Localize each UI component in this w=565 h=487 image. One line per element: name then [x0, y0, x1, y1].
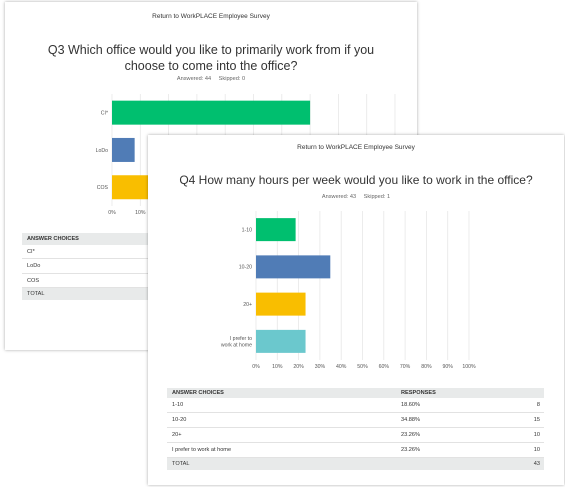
q3-answer-choices-header: ANSWER CHOICES — [27, 236, 79, 242]
q3-category-label: LoDo — [96, 148, 109, 154]
q4-answer-choices-header: ANSWER CHOICES — [172, 390, 224, 396]
q4-tick-label: 100% — [462, 364, 476, 370]
q4-response-count: 10 — [533, 432, 540, 438]
q4-choice-label: 10-20 — [172, 417, 187, 423]
q3-table-total-row: TOTAL — [22, 288, 162, 300]
table-row: COS — [22, 274, 162, 288]
q4-tick-label: 50% — [357, 364, 368, 370]
table-row: 1-10 18.60% 8 — [167, 398, 544, 413]
q4-tick-label: 0% — [252, 364, 260, 370]
table-row: 10-20 34.88% 15 — [167, 413, 544, 428]
q4-response-percent: 18.60% — [401, 402, 420, 408]
q3-tick-label: 0% — [108, 210, 116, 216]
q3-bar — [112, 175, 152, 200]
table-row: 20+ 23.26% 10 — [167, 428, 544, 443]
q4-tick-label: 20% — [293, 364, 304, 370]
q4-category-label: 10-20 — [239, 265, 252, 271]
table-row: CI* — [22, 245, 162, 259]
q4-tick-label: 30% — [315, 364, 326, 370]
q4-category-label: 20+ — [243, 302, 252, 308]
q4-bar-chart: 1-10 10-20 20+ I prefer to work at home 0% 10%… — [221, 211, 476, 370]
q3-choice-label: LoDo — [27, 263, 41, 269]
q3-bar — [112, 100, 311, 125]
q4-tick-label: 60% — [379, 364, 390, 370]
q3-question-title: Q3 Which office would you like to primar… — [47, 43, 375, 73]
q4-choice-label: 1-10 — [172, 402, 184, 408]
q4-response-meta: Answered: 43 Skipped: 1 — [148, 194, 564, 200]
q3-bar — [112, 137, 135, 162]
q4-response-percent: 23.26% — [401, 447, 420, 453]
q4-category-label: 1-10 — [242, 227, 252, 233]
q4-tick-label: 80% — [421, 364, 432, 370]
q4-answer-table: ANSWER CHOICES RESPONSES 1-10 18.60% 8 1… — [167, 388, 544, 470]
q4-response-count: 8 — [536, 402, 540, 408]
q3-table-header-row: ANSWER CHOICES — [22, 233, 162, 245]
q4-bar — [256, 329, 306, 353]
q4-tick-label: 40% — [336, 364, 347, 370]
q4-response-count: 15 — [533, 417, 540, 423]
table-row: LoDo — [22, 259, 162, 274]
q4-bar — [256, 292, 306, 316]
q4-response-percent: 23.26% — [401, 432, 420, 438]
q4-survey-title: Return to WorkPLACE Employee Survey — [297, 144, 415, 151]
q3-answered-count: Answered: 44 — [176, 76, 212, 82]
q4-card: Return to WorkPLACE Employee Survey Q4 H… — [148, 135, 564, 485]
q4-responses-header: RESPONSES — [401, 390, 436, 396]
q3-skipped-count: Skipped: 0 — [218, 76, 246, 82]
q4-tick-label: 70% — [400, 364, 411, 370]
q3-survey-title: Return to WorkPLACE Employee Survey — [152, 13, 270, 20]
q4-bar — [256, 218, 296, 242]
q3-response-meta: Answered: 44 Skipped: 0 — [5, 76, 417, 82]
q4-choice-label: I prefer to work at home — [172, 447, 232, 453]
q3-choice-label: COS — [27, 277, 40, 284]
q4-choice-label: 20+ — [172, 432, 182, 438]
table-row: I prefer to work at home 23.26% 10 — [167, 443, 544, 458]
q4-tick-label: 90% — [443, 364, 454, 370]
q4-response-count: 10 — [533, 447, 540, 453]
q3-category-label: COS — [97, 185, 109, 191]
q4-total-count: 43 — [533, 461, 540, 467]
q4-tick-label: 10% — [272, 364, 283, 370]
q4-bar — [256, 255, 331, 279]
q4-answered-count: Answered: 43 — [321, 194, 357, 200]
q3-tick-label: 10% — [135, 210, 146, 216]
q4-skipped-count: Skipped: 1 — [363, 194, 391, 200]
q4-table-total-row: TOTAL 43 — [167, 458, 544, 470]
q3-total-label: TOTAL — [27, 291, 45, 297]
q4-table-header-row: ANSWER CHOICES RESPONSES — [167, 388, 544, 398]
q4-response-percent: 34.88% — [401, 417, 420, 423]
q3-answer-table: ANSWER CHOICES CI* LoDo COS TOTAL — [22, 233, 162, 300]
q4-category-label: I prefer to work at home — [221, 336, 252, 348]
q4-total-label: TOTAL — [172, 461, 190, 467]
q3-choice-label: CI* — [27, 248, 35, 255]
q4-question-title: Q4 How many hours per week would you lik… — [179, 173, 533, 187]
q3-category-label: CI* — [101, 110, 108, 116]
